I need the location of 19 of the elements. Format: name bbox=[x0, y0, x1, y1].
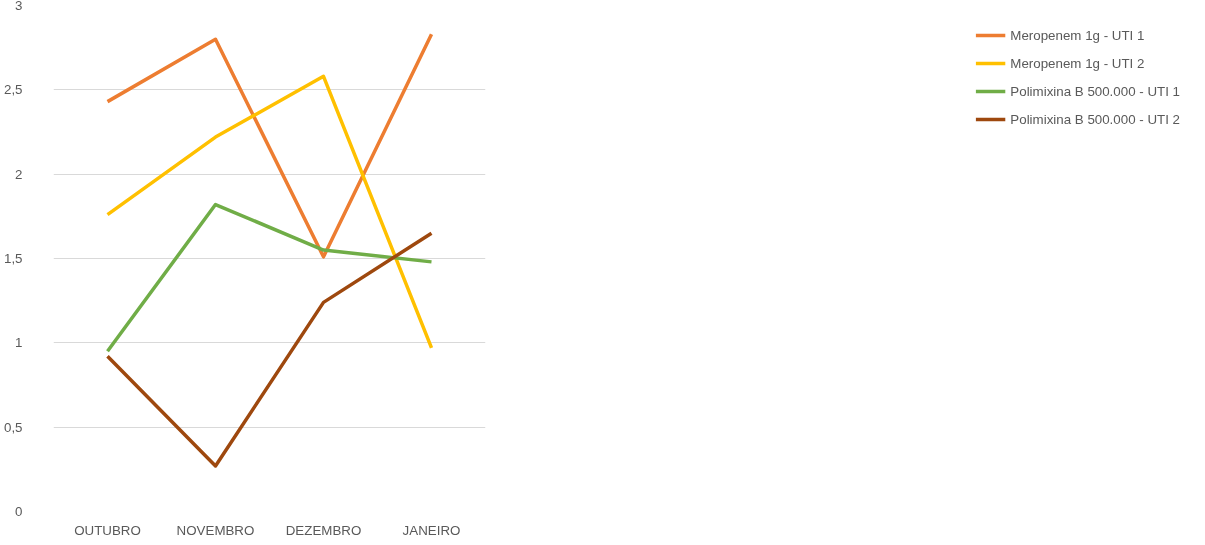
y-tick-label: 1,5 bbox=[3, 251, 23, 266]
line-series bbox=[105, 32, 434, 259]
x-tick-label: JANEIRO bbox=[402, 522, 461, 538]
y-tick-label: 2,5 bbox=[3, 82, 23, 98]
line-series bbox=[105, 74, 434, 350]
y-tick-label: 1 bbox=[15, 335, 23, 351]
legend-label: Polimixina B 500.000 - UTI 2 bbox=[1010, 111, 1180, 127]
legend-label: Meropenem 1g - UTI 2 bbox=[1010, 55, 1145, 71]
x-tick-label: DEZEMBRO bbox=[285, 522, 362, 538]
legend-label: Polimixina B 500.000 - UTI 1 bbox=[1010, 83, 1180, 99]
y-tick-label: 0 bbox=[15, 504, 23, 519]
legend-label: Meropenem 1g - UTI 1 bbox=[1010, 27, 1145, 43]
line-series bbox=[105, 231, 434, 468]
x-tick-label: NOVEMBRO bbox=[176, 522, 255, 538]
y-tick-label: 3 bbox=[15, 0, 23, 13]
y-tick-label: 2 bbox=[15, 166, 23, 182]
x-tick-label: OUTUBRO bbox=[74, 522, 141, 538]
y-tick-label: 0,5 bbox=[3, 419, 23, 435]
line-series bbox=[105, 202, 434, 354]
